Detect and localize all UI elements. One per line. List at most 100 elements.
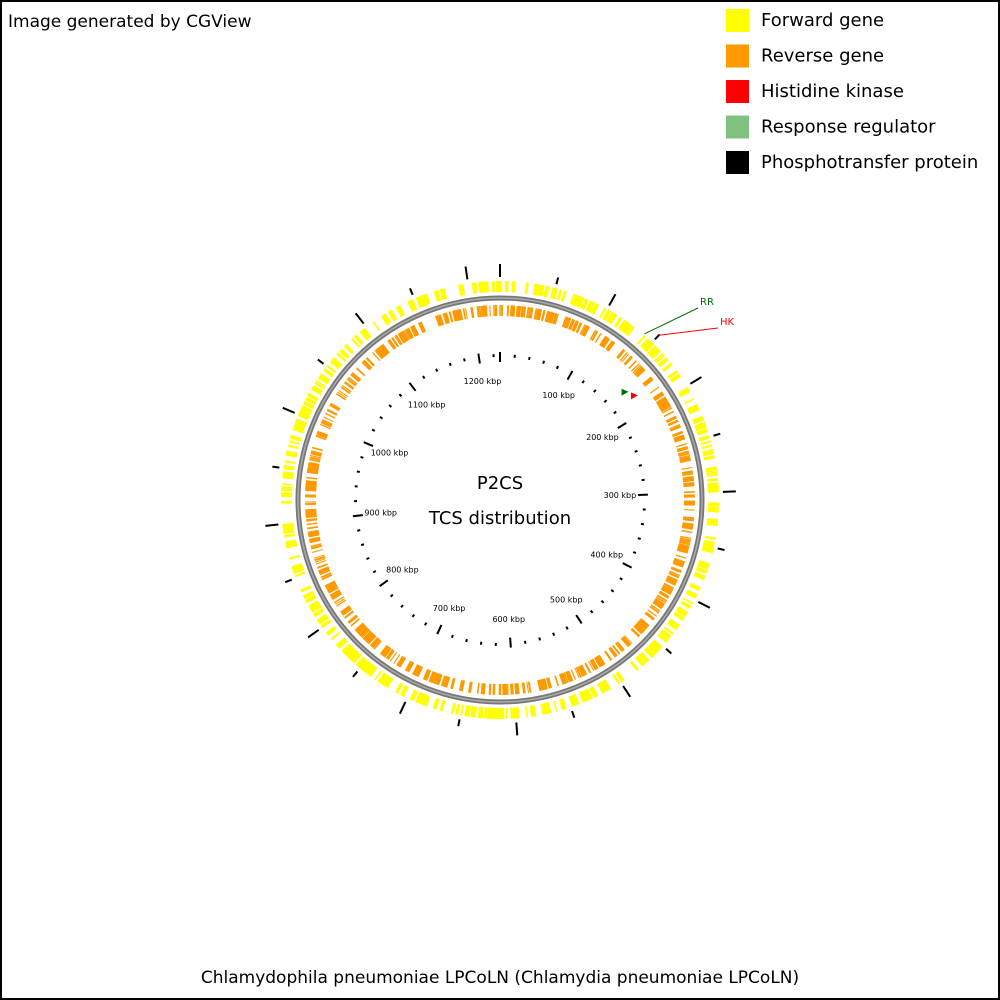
outer-tick: [284, 578, 293, 584]
forward-gene: [285, 450, 298, 457]
forward-gene: [399, 684, 407, 696]
reverse-gene: [639, 618, 650, 627]
forward-gene: [325, 625, 337, 636]
reverse-gene: [658, 590, 670, 599]
forward-gene: [706, 522, 718, 527]
forward-gene: [694, 421, 706, 430]
forward-gene: [700, 440, 712, 445]
forward-gene: [285, 541, 297, 548]
forward-gene: [570, 294, 578, 306]
reverse-gene: [636, 622, 646, 632]
forward-gene: [640, 338, 649, 348]
scale-dot: [593, 389, 597, 393]
reverse-gene: [321, 419, 333, 427]
forward-gene: [336, 352, 347, 362]
forward-gene: [284, 539, 297, 546]
forward-gene: [577, 296, 585, 308]
reverse-gene: [307, 464, 320, 469]
forward-gene: [703, 455, 716, 461]
forward-gene: [599, 681, 607, 693]
reverse-gene: [326, 584, 338, 592]
forward-gene: [417, 295, 426, 308]
scale-dot: [450, 634, 454, 639]
reverse-gene: [369, 636, 380, 648]
scale-dot: [632, 551, 637, 555]
scale-dot: [628, 436, 633, 440]
forward-gene: [349, 650, 359, 661]
forward-gene: [299, 409, 311, 417]
scale-label: 900 kbp: [364, 509, 397, 518]
forward-gene: [362, 661, 373, 673]
reverse-gene: [526, 306, 530, 319]
reverse-gene: [681, 525, 694, 530]
reverse-gene: [394, 334, 403, 346]
reverse-gene: [679, 537, 691, 542]
reverse-gene: [393, 654, 401, 664]
reverse-gene: [422, 668, 431, 681]
reverse-gene: [380, 645, 391, 657]
forward-gene: [285, 453, 297, 458]
reverse-gene: [581, 664, 588, 675]
forward-gene: [387, 311, 395, 322]
reverse-gene: [656, 594, 668, 602]
scale-label: 400 kbp: [590, 550, 623, 559]
forward-gene: [459, 284, 466, 296]
reverse-gene: [324, 580, 336, 589]
forward-gene: [552, 288, 558, 300]
forward-gene: [553, 700, 558, 712]
forward-gene: [282, 522, 294, 527]
reverse-gene: [310, 450, 323, 456]
reverse-gene: [355, 623, 366, 634]
reverse-gene: [665, 579, 677, 586]
forward-gene: [309, 602, 321, 611]
reverse-gene: [565, 671, 571, 683]
forward-gene: [342, 644, 353, 655]
outer-tick: [317, 358, 325, 365]
forward-gene: [678, 386, 690, 396]
reverse-gene: [452, 310, 458, 322]
reverse-gene: [518, 305, 522, 318]
forward-gene: [300, 408, 312, 415]
reverse-gene: [514, 683, 518, 695]
forward-gene: [667, 370, 679, 379]
reverse-gene: [309, 456, 321, 461]
reverse-gene: [307, 468, 319, 473]
scale-dot: [360, 543, 365, 547]
forward-gene: [294, 571, 306, 578]
forward-gene: [649, 642, 660, 653]
reverse-gene: [305, 488, 317, 492]
scale-label: 1000 kbp: [371, 449, 409, 458]
reverse-gene: [616, 641, 625, 651]
reverse-gene: [312, 548, 323, 553]
forward-gene: [305, 396, 317, 406]
reverse-gene: [621, 353, 630, 363]
scale-label: 200 kbp: [586, 433, 619, 442]
reverse-gene: [665, 415, 678, 423]
reverse-gene: [433, 672, 439, 684]
reverse-gene: [340, 386, 351, 395]
reverse-gene: [357, 625, 367, 635]
forward-gene: [412, 690, 419, 702]
scale-tick: [363, 441, 374, 447]
forward-gene: [591, 685, 599, 697]
forward-gene: [647, 345, 658, 356]
scale-dot: [398, 393, 403, 398]
forward-gene: [680, 600, 692, 609]
reverse-gene: [470, 306, 475, 319]
legend-label: Forward gene: [761, 10, 884, 31]
forward-gene: [296, 418, 307, 425]
feature-label: RR: [700, 297, 714, 308]
reverse-gene: [404, 660, 413, 672]
forward-gene: [654, 352, 664, 362]
forward-gene: [694, 571, 706, 578]
reverse-gene: [589, 659, 597, 671]
reverse-gene: [336, 393, 347, 401]
scale-label: 500 kbp: [550, 596, 583, 605]
feature-leader: [644, 307, 699, 335]
forward-gene: [307, 392, 319, 402]
forward-gene: [513, 707, 518, 719]
reverse-gene: [315, 558, 326, 563]
reverse-gene: [347, 376, 358, 385]
forward-gene: [590, 302, 600, 315]
reverse-gene: [316, 433, 328, 439]
